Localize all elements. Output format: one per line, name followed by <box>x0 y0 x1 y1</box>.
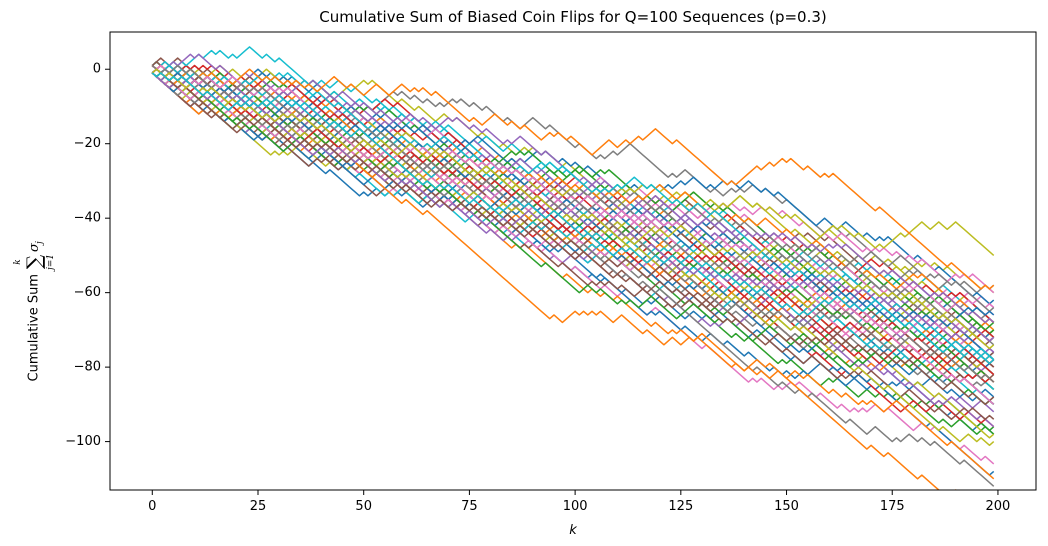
x-tick-label: 75 <box>461 499 478 514</box>
x-axis-label: k <box>569 523 577 538</box>
series-line <box>151 68 995 346</box>
series-line <box>151 68 995 313</box>
y-tick-label: 0 <box>93 62 101 77</box>
y-axis-label-sigma-sub: j <box>35 241 45 246</box>
y-tick-label: −80 <box>74 360 101 375</box>
series-line <box>151 64 995 361</box>
y-tick-label: −20 <box>74 136 101 151</box>
x-axis: 0 25 50 75 100 125 150 175 200 <box>148 490 1010 514</box>
y-axis-label-sum-lower: j=1 <box>46 254 56 272</box>
y-axis: 0 −20 −40 −60 −80 −100 <box>65 62 110 449</box>
x-tick-label: 175 <box>880 499 905 514</box>
plot-area-frame <box>109 31 1037 491</box>
x-tick-label: 200 <box>986 499 1011 514</box>
series-line <box>151 64 995 406</box>
y-axis-label-sum-symbol: ∑ <box>22 254 46 269</box>
y-tick-label: −100 <box>65 434 101 449</box>
series-group <box>151 46 995 490</box>
y-axis-label-sigma: σ <box>27 242 42 252</box>
series-line <box>151 64 995 383</box>
x-tick-label: 50 <box>355 499 372 514</box>
y-axis-label: Cumulative Sum k ∑ j=1 σ j <box>13 241 56 382</box>
series-line <box>151 72 995 361</box>
x-tick-label: 125 <box>668 499 693 514</box>
x-tick-label: 100 <box>563 499 588 514</box>
y-axis-label-sum-upper: k <box>13 259 23 264</box>
y-axis-label-text: Cumulative Sum <box>27 274 42 382</box>
chart-title: Cumulative Sum of Biased Coin Flips for … <box>319 8 827 26</box>
series-line <box>151 64 995 290</box>
y-tick-label: −60 <box>74 285 101 300</box>
series-line <box>151 68 995 420</box>
x-tick-label: 150 <box>774 499 799 514</box>
x-tick-label: 25 <box>250 499 267 514</box>
y-tick-label: −40 <box>74 211 101 226</box>
series-line <box>151 68 995 350</box>
series-line <box>151 64 995 383</box>
x-tick-label: 0 <box>148 499 156 514</box>
